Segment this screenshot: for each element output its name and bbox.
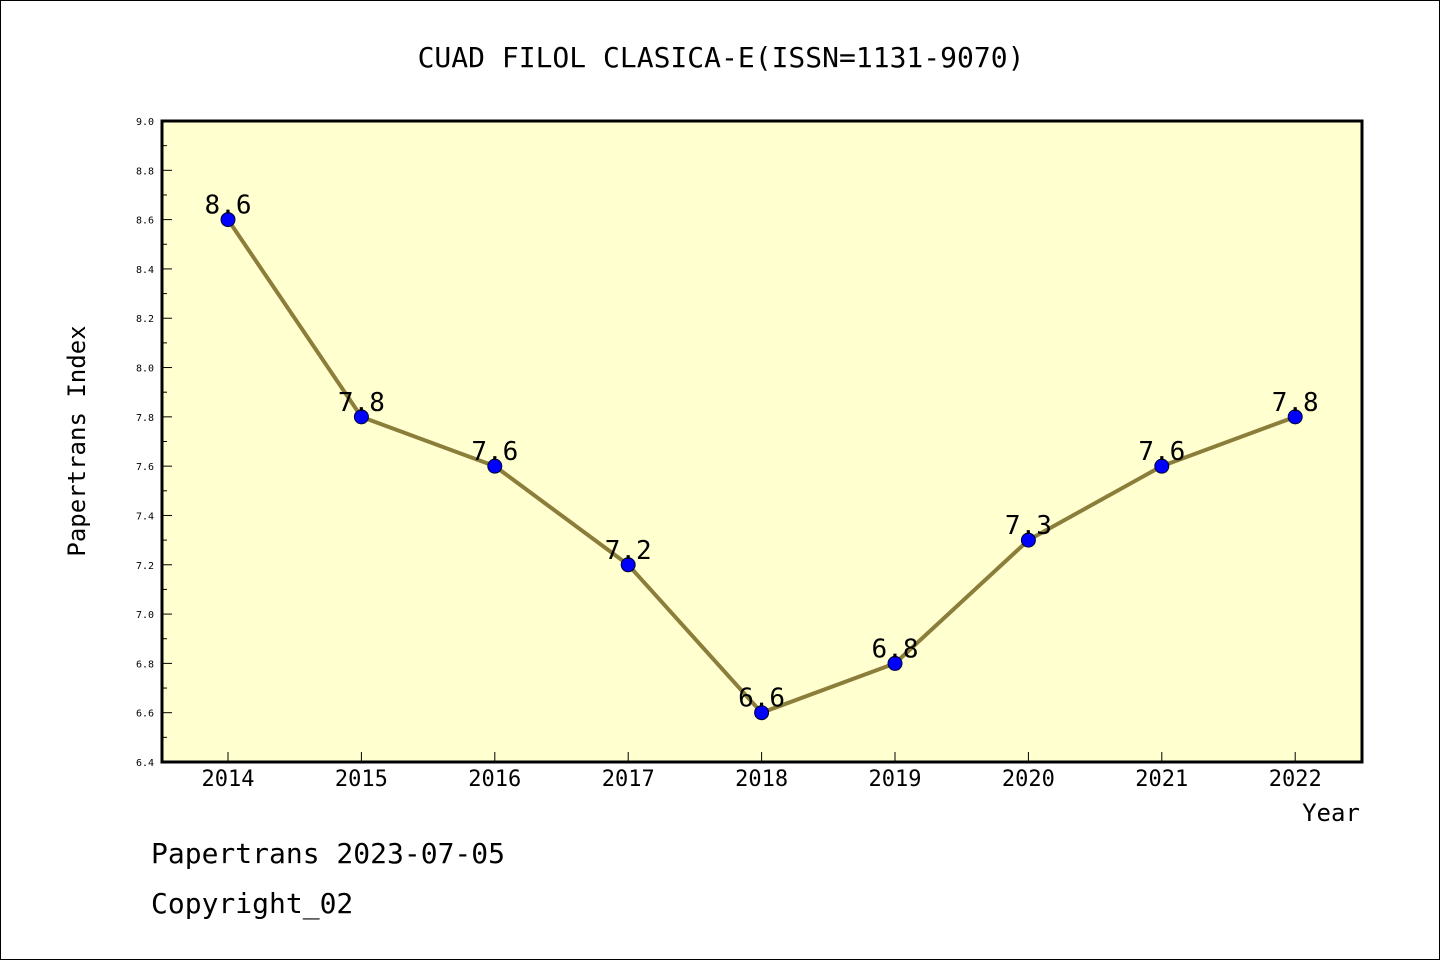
y-tick-label: 7.6 <box>136 462 154 473</box>
data-label: 7.8 <box>1272 388 1319 418</box>
data-point <box>1154 458 1170 474</box>
data-label: 8.6 <box>205 191 252 221</box>
footer-copyright: Copyright_02 <box>151 887 354 920</box>
data-point <box>1287 409 1303 425</box>
y-tick-label: 8.2 <box>136 314 154 325</box>
y-tick-label: 7.8 <box>136 413 154 424</box>
x-axis: 2014 2015 2016 2017 2018 2019 2020 2021 2022 <box>202 752 1322 792</box>
data-point <box>487 458 503 474</box>
y-axis: 6.4 6.6 6.8 7.0 7.2 7.4 7.6 7.8 8.0 8.2 8.4 8.6 8.8 9… <box>136 117 172 769</box>
y-tick-label: 8.0 <box>136 364 154 375</box>
y-tick-label: 6.8 <box>136 659 154 670</box>
y-tick-label: 8.6 <box>136 216 154 227</box>
data-labels: 8.6 7.8 7.6 7.2 6.6 6.8 7.3 7.6 7.8 <box>205 191 1319 714</box>
data-label: 7.2 <box>605 536 652 566</box>
chart-title: CUAD FILOL CLASICA-E(ISSN=1131-9070) <box>418 41 1025 74</box>
data-point <box>620 557 636 573</box>
y-tick-label: 8.4 <box>136 265 154 276</box>
x-tick-label: 2022 <box>1269 767 1322 792</box>
data-point <box>1020 532 1036 548</box>
data-points <box>220 212 1303 721</box>
x-tick-label: 2019 <box>869 767 922 792</box>
x-tick-label: 2014 <box>202 767 255 792</box>
data-point <box>754 705 770 721</box>
data-label: 7.3 <box>1005 511 1052 541</box>
y-tick-label: 9.0 <box>136 117 154 128</box>
data-label: 7.6 <box>1138 437 1185 467</box>
data-label: 6.6 <box>738 684 785 714</box>
x-tick-label: 2018 <box>735 767 788 792</box>
data-point <box>220 212 236 228</box>
x-tick-label: 2021 <box>1135 767 1188 792</box>
x-tick-label: 2016 <box>468 767 521 792</box>
data-point <box>887 655 903 671</box>
y-axis-label: Papertrans Index <box>63 325 91 556</box>
x-axis-label: Year <box>1302 799 1360 827</box>
data-label: 6.8 <box>872 634 919 664</box>
x-tick-label: 2017 <box>602 767 655 792</box>
data-label: 7.6 <box>471 437 518 467</box>
y-tick-label: 7.0 <box>136 610 154 621</box>
x-tick-label: 2015 <box>335 767 388 792</box>
y-tick-label: 8.8 <box>136 166 154 177</box>
y-tick-label: 6.6 <box>136 709 154 720</box>
data-point <box>353 409 369 425</box>
y-tick-label: 7.2 <box>136 561 154 572</box>
y-tick-label: 6.4 <box>136 758 154 769</box>
data-label: 7.8 <box>338 388 385 418</box>
footer-date: Papertrans 2023-07-05 <box>151 837 506 870</box>
y-tick-label: 7.4 <box>136 511 154 522</box>
plot-area <box>160 119 1364 764</box>
x-tick-label: 2020 <box>1002 767 1055 792</box>
